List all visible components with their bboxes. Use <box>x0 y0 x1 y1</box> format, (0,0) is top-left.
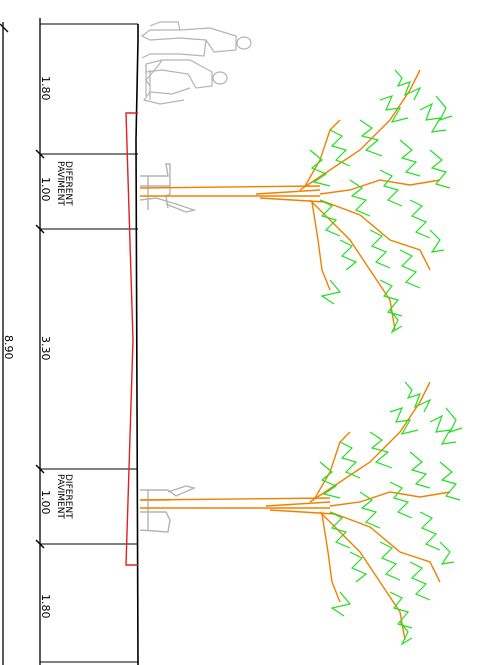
segment-2-value: 1.00 <box>39 177 52 202</box>
segment-3-value: 3.30 <box>39 336 52 361</box>
kerb-outline <box>125 112 138 566</box>
tree-foliage <box>309 69 453 334</box>
bench-icon <box>139 485 197 533</box>
tree-icon <box>139 381 463 646</box>
facade-line <box>135 24 139 665</box>
tree-foliage <box>319 381 463 646</box>
people-group-icon <box>140 21 252 105</box>
segment-2-note: PAVIMENTDIFERENT <box>55 161 73 206</box>
tree-icon <box>139 69 453 334</box>
dimension-texts: 8.90 1.80 1.00 PAVIMENTDIFERENT 3.30 1.0… <box>2 76 73 619</box>
extension-lines <box>40 23 138 663</box>
segment-1-value: 1.80 <box>39 76 52 101</box>
dimension-chain <box>0 18 138 665</box>
segment-5-value: 1.80 <box>39 594 52 619</box>
segment-4-value: 1.00 <box>39 490 52 515</box>
segment-4-note: PAVIMENTDIFERENT <box>55 474 73 519</box>
overall-dimension-text: 8.90 <box>2 335 15 360</box>
